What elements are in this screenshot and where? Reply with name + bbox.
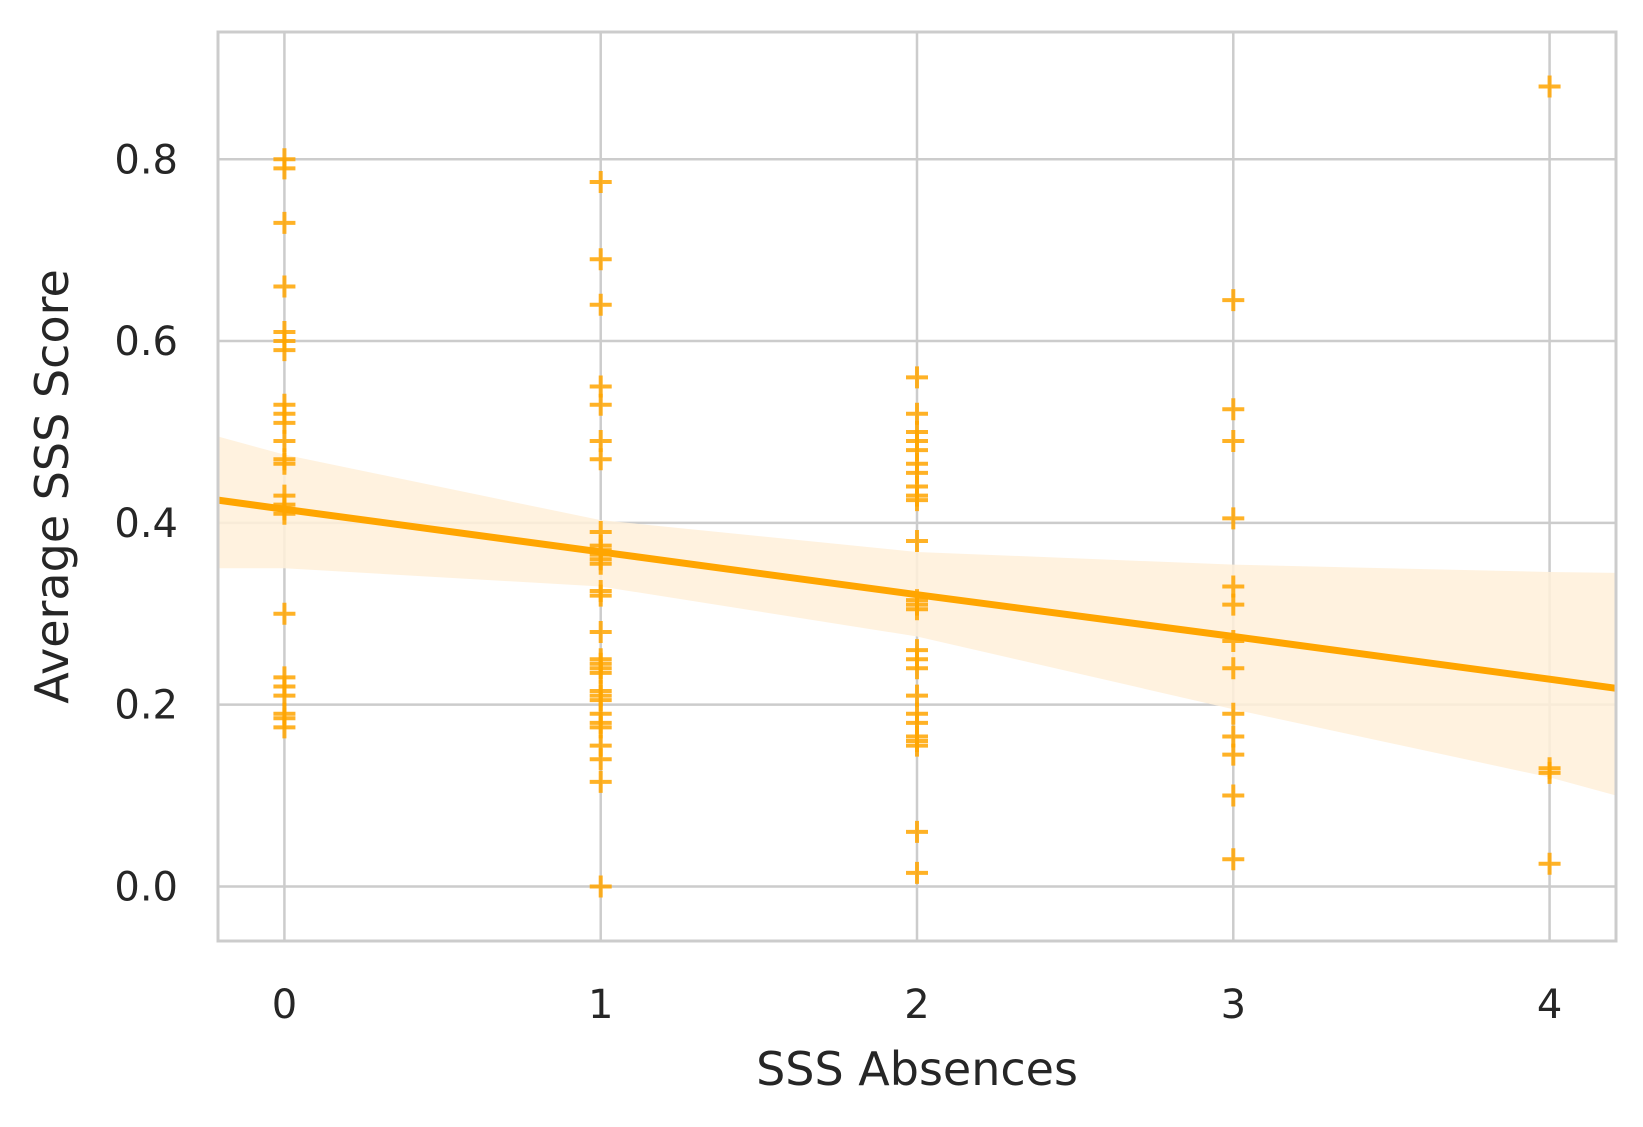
data-point-89 [1222,743,1245,766]
data-point-2 [273,211,296,234]
data-point-78 [906,861,928,884]
data-point-38 [589,584,612,607]
data-point-30 [589,448,612,471]
data-point-64 [906,530,928,553]
data-point-51 [589,748,612,771]
y-tick-label: 0.4 [114,501,178,547]
y-axis-label: Average SSS Score [25,269,79,704]
data-point-95 [1538,852,1561,875]
x-tick-label: 1 [588,982,613,1028]
data-point-25 [589,248,612,271]
data-point-82 [1222,507,1245,530]
data-point-67 [906,598,928,621]
y-tick-labels: 0.0 0.2 0.4 0.6 0.8 [114,137,178,910]
x-axis-label: SSS Absences [756,1042,1078,1096]
data-point-92 [1538,75,1561,98]
plot-frame [216,30,1618,943]
y-tick-label: 0.8 [114,137,178,183]
x-tick-labels: 0 1 2 3 4 [272,982,1563,1028]
data-point-94 [1538,761,1561,784]
data-point-28 [589,393,612,416]
data-point-24 [589,170,612,193]
data-point-63 [906,489,928,512]
data-point-6 [273,339,296,362]
x-tick-label: 3 [1221,982,1246,1028]
data-point-87 [1222,702,1245,725]
data-point-36 [589,552,612,575]
data-point-84 [1222,593,1245,616]
data-point-80 [1222,398,1245,421]
data-point-1 [273,157,296,180]
x-tick-label: 0 [272,982,297,1028]
data-point-77 [906,820,928,843]
data-point-91 [1222,848,1245,871]
data-point-12 [273,452,296,475]
data-point-26 [589,293,612,316]
y-tick-label: 0.6 [114,319,178,365]
data-point-90 [1222,784,1245,807]
data-point-23 [273,716,296,739]
y-tick-label: 0.0 [114,864,178,910]
data-point-53 [589,875,612,898]
data-point-79 [1222,289,1245,312]
y-tick-label: 0.2 [114,683,178,729]
regression-line [217,496,1617,692]
data-point-3 [273,275,296,298]
data-point-17 [273,602,296,625]
data-point-52 [589,770,612,793]
data-point-81 [1222,430,1245,453]
data-point-70 [906,657,928,680]
x-tick-label: 4 [1537,982,1562,1028]
scatter-points [273,75,1561,898]
data-point-54 [906,366,928,389]
data-point-39 [589,620,612,643]
x-tick-label: 2 [904,982,929,1028]
data-point-86 [1222,657,1245,680]
data-point-76 [906,734,928,757]
